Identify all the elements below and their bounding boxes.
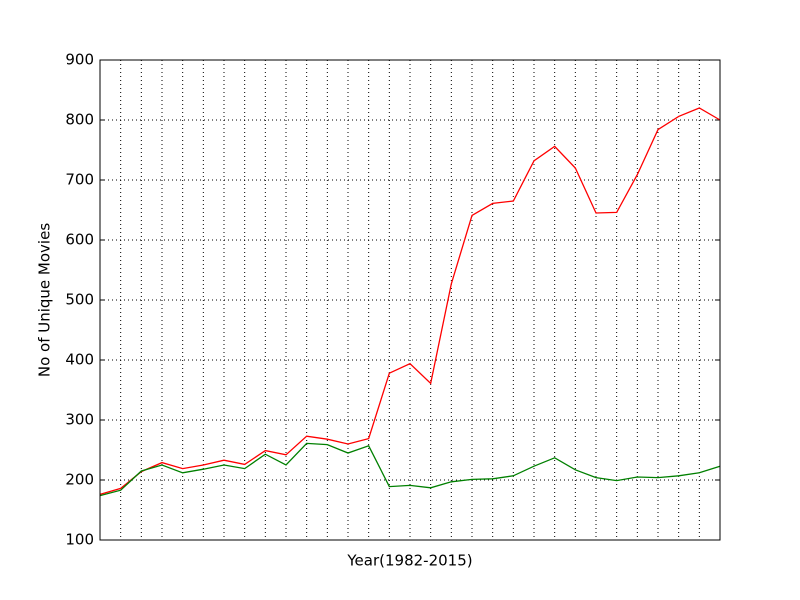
x-axis-label: Year(1982-2015)	[346, 552, 472, 570]
y-tick-label: 300	[65, 411, 94, 429]
y-tick-label: 800	[65, 111, 94, 129]
y-tick-label: 600	[65, 231, 94, 249]
y-tick-label: 200	[65, 471, 94, 489]
y-tick-label: 500	[65, 291, 94, 309]
plot-frame	[99, 59, 721, 541]
y-tick-label: 900	[65, 51, 94, 69]
y-axis-label: No of Unique Movies	[36, 223, 54, 377]
y-tick-label: 400	[65, 351, 94, 369]
line-series	[99, 442, 721, 497]
y-tick-label: 100	[65, 531, 94, 549]
y-tick-label: 700	[65, 171, 94, 189]
line-series	[99, 107, 721, 496]
